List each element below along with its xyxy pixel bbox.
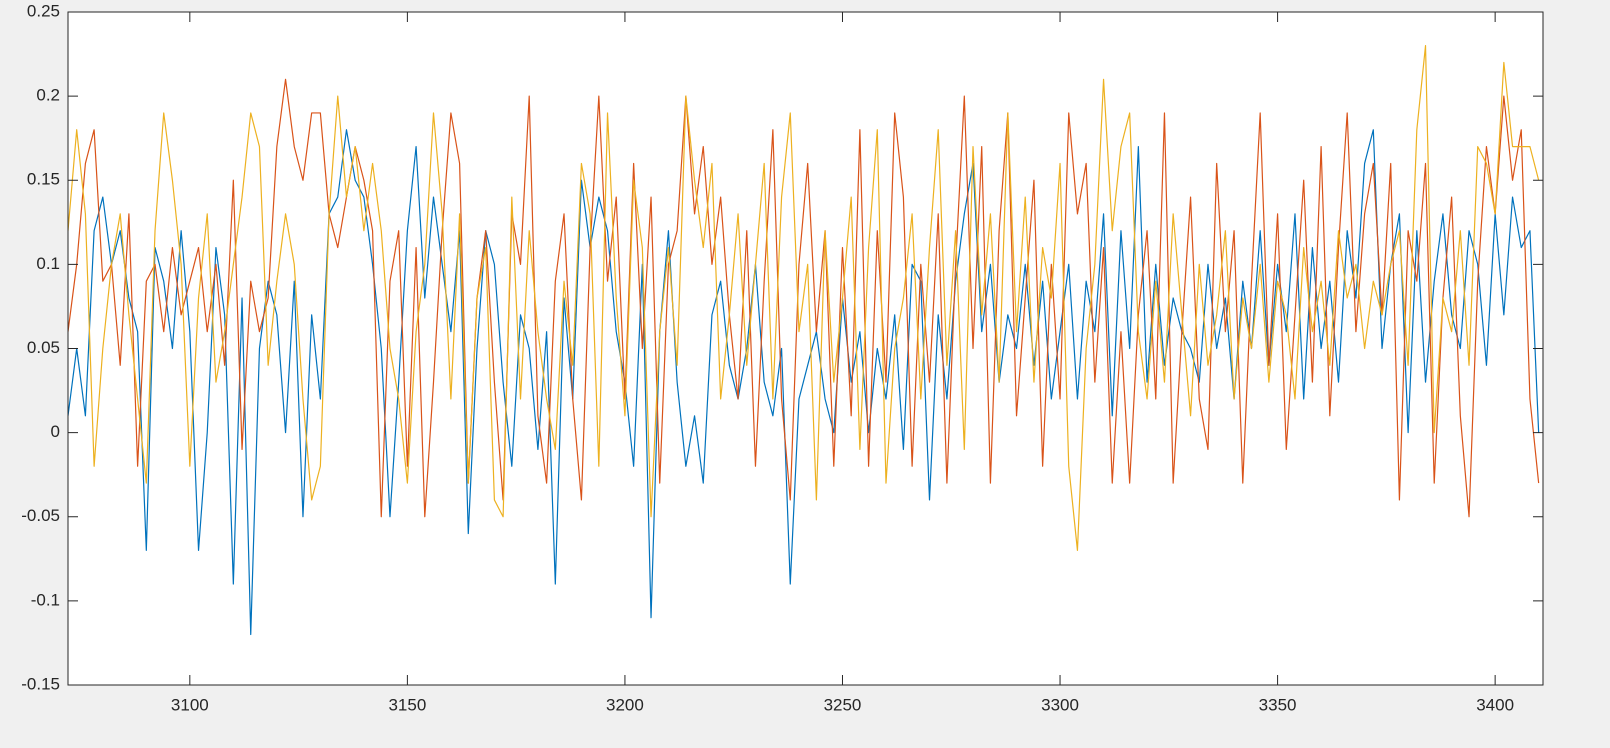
y-tick-label: 0.2 [36, 86, 60, 105]
plot-lines [68, 45, 1540, 636]
y-tick-label: 0 [51, 422, 60, 441]
y-tick-label: -0.1 [31, 590, 60, 609]
series-line [68, 45, 1540, 551]
x-tick-label: 3400 [1476, 695, 1514, 714]
x-tick-label: 3350 [1259, 695, 1297, 714]
x-tick-label: 3300 [1041, 695, 1079, 714]
series-line [68, 78, 1540, 518]
y-tick-label: -0.05 [21, 506, 60, 525]
y-tick-label: 0.15 [27, 170, 60, 189]
x-tick-label: 3100 [171, 695, 209, 714]
y-tick-label: 0.1 [36, 254, 60, 273]
x-tick-label: 3200 [606, 695, 644, 714]
series-line [68, 129, 1540, 636]
x-tick-label: 3250 [824, 695, 862, 714]
y-tick-label: 0.25 [27, 1, 60, 20]
y-tick-label: -0.15 [21, 674, 60, 693]
axes-background [68, 12, 1543, 685]
x-tick-label: 3150 [388, 695, 426, 714]
y-tick-label: 0.05 [27, 338, 60, 357]
